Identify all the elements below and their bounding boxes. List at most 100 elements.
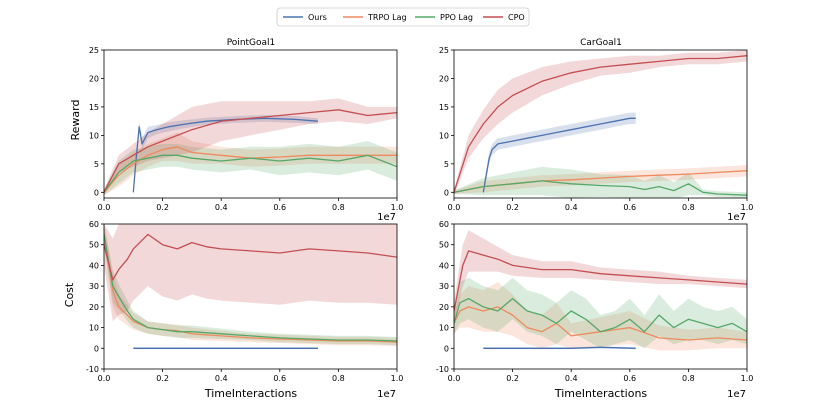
x-tick-label: 1.0 (391, 374, 404, 383)
x-tick-label: 0.4 (215, 374, 228, 383)
y-tick-label: 40 (89, 261, 99, 270)
band-trpo-lag (454, 282, 747, 351)
x-tick-label: 0.8 (682, 374, 695, 383)
x-tick-label: 0.0 (98, 374, 111, 383)
series-line-trpo-lag (454, 306, 747, 341)
x-tick-label: 0.2 (156, 203, 169, 212)
y-tick-label: 50 (439, 241, 449, 250)
y-tick-label: 25 (89, 46, 99, 55)
x-tick-label: 0.8 (332, 203, 345, 212)
x-exponent-cargoal-cost: 1e7 (727, 389, 746, 400)
series-line-cpo (104, 233, 397, 281)
lines (104, 233, 397, 349)
series-line-ppo-lag (104, 234, 397, 342)
x-tick-label: 0.2 (506, 374, 519, 383)
x-tick-label: 0.0 (448, 374, 461, 383)
x-tick-label: 0.0 (98, 203, 111, 212)
x-tick-label: 0.4 (565, 374, 578, 383)
x-tick-label: 0.6 (623, 374, 636, 383)
x-tick-label: 1.0 (741, 374, 754, 383)
y-tick-label: 60 (439, 220, 449, 229)
band-trpo-lag (104, 132, 397, 196)
y-tick-label: 40 (439, 261, 449, 270)
band-trpo-lag (454, 165, 747, 194)
x-tick-label: 0.0 (448, 203, 461, 212)
y-tick-label: 0 (94, 188, 99, 197)
y-tick-label: 20 (89, 74, 99, 83)
subplot-title-pointgoal: PointGoal1 (227, 38, 276, 48)
y-tick-label: 5 (444, 160, 449, 169)
legend-label-cpo: CPO (508, 13, 525, 22)
x-axis-title-pointgoal: TimeInteractions (204, 387, 298, 400)
plot-pointgoal-reward: 0.0 0.2 0.4 0.6 0.8 1.0 0 5 10 15 20 25 (89, 46, 404, 212)
x-tick-label: 0.8 (682, 203, 695, 212)
x-tick-label: 1.0 (741, 203, 754, 212)
y-tick-label: 20 (439, 303, 449, 312)
y-tick-label: 30 (439, 282, 449, 291)
axes-frame (103, 49, 398, 199)
band-cpo (454, 230, 747, 322)
band-cpo (454, 50, 747, 196)
x-tick-label: 0.6 (623, 203, 636, 212)
lines (454, 250, 747, 349)
y-tick-label: 10 (89, 131, 99, 140)
y-tick-label: 0 (444, 344, 449, 353)
legend-label-ppo-lag: PPO Lag (440, 13, 473, 22)
band-ours (483, 112, 636, 196)
series-line-ours (483, 346, 636, 349)
y-tick-label: 15 (89, 103, 99, 112)
y-axis-title-reward: Reward (69, 100, 82, 141)
series-line-ours (482, 117, 636, 193)
series-line-cpo (104, 109, 397, 193)
axes-frame (453, 49, 748, 199)
y-tick-label: 5 (94, 160, 99, 169)
y-tick-label: 10 (439, 324, 449, 333)
y-axis-title-cost: Cost (63, 282, 76, 307)
series-line-trpo-lag (104, 146, 397, 193)
plot-cargoal-cost: 0.0 0.2 0.4 0.6 0.8 1.0 -10 0 10 20 30 40 50 60 (436, 220, 753, 383)
x-tick-label: 0.2 (506, 203, 519, 212)
series-line-ours (132, 117, 318, 193)
y-tick-label: 10 (439, 131, 449, 140)
x-axis-title-cargoal: TimeInteractions (554, 387, 648, 400)
series-line-ppo-lag (104, 154, 397, 193)
x-tick-label: 0.8 (332, 374, 345, 383)
y-tick-label: 20 (439, 74, 449, 83)
x-tick-label: 1.0 (391, 203, 404, 212)
y-tick-label: 20 (89, 303, 99, 312)
x-tick-label: 0.4 (565, 203, 578, 212)
y-tick-label: 50 (89, 241, 99, 250)
band-ours (133, 114, 318, 196)
series-line-ppo-lag (454, 180, 747, 196)
axes-frame (103, 223, 398, 370)
bands (104, 224, 397, 350)
series-line-cpo (454, 250, 747, 312)
legend-frame (276, 7, 530, 27)
band-ppo-lag (104, 141, 397, 196)
band-ppo-lag (454, 277, 747, 349)
y-tick-label: -10 (436, 365, 449, 374)
plot-pointgoal-cost: 0.0 0.2 0.4 0.6 0.8 1.0 -10 0 10 20 30 40 50 60 (86, 220, 404, 383)
y-tick-label: 30 (89, 282, 99, 291)
y-tick-label: 15 (439, 103, 449, 112)
plot-cargoal-reward: 0.0 0.2 0.4 0.6 0.8 1.0 0 5 10 15 20 25 (439, 46, 754, 212)
legend-label-trpo-lag: TRPO Lag (367, 13, 407, 22)
bands (104, 98, 397, 196)
legend: Ours TRPO Lag PPO Lag CPO (276, 7, 530, 27)
y-tick-label: -10 (86, 365, 99, 374)
y-tick-label: 60 (89, 220, 99, 229)
lines (104, 109, 397, 193)
series-line-ppo-lag (454, 297, 747, 333)
axes-frame (453, 223, 748, 370)
x-tick-label: 0.4 (215, 203, 228, 212)
y-tick-label: 10 (89, 324, 99, 333)
subplot-title-cargoal: CarGoal1 (580, 38, 622, 48)
x-exponent-pointgoal-reward: 1e7 (377, 212, 396, 223)
lines (454, 55, 747, 196)
x-tick-label: 0.2 (156, 374, 169, 383)
legend-label-ours: Ours (308, 13, 327, 22)
bands (454, 230, 747, 351)
series-line-cpo (454, 55, 747, 193)
x-tick-label: 0.6 (273, 374, 286, 383)
